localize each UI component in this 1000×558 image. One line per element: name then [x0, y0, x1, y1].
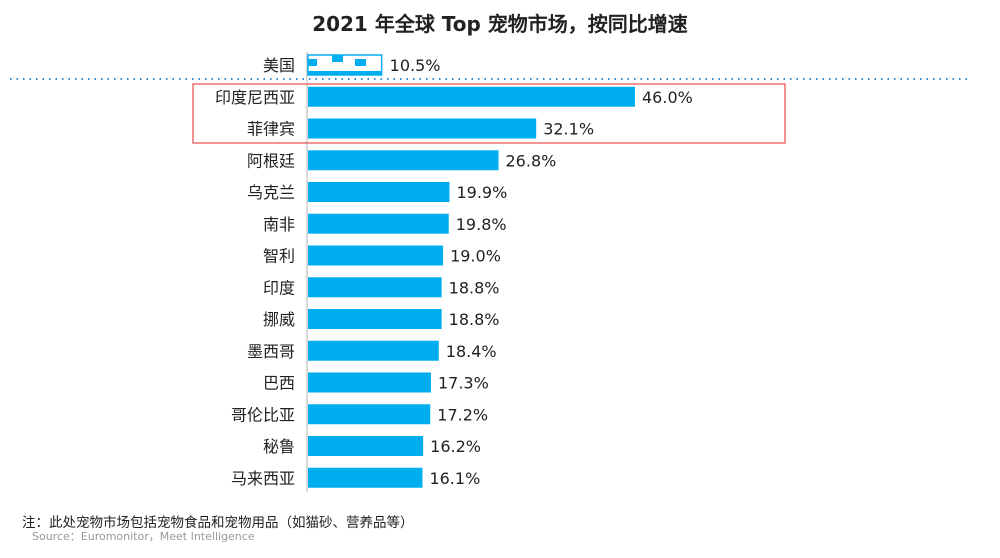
source-note: Source：Euromonitor，Meet Intelligence — [32, 530, 255, 543]
value-label: 19.0% — [450, 247, 501, 266]
category-label: 马来西亚 — [231, 469, 295, 488]
value-label: 17.2% — [437, 405, 488, 424]
bar-chart: 美国 10.5% 印度尼西亚 46.0% 菲律宾 32.1% 阿根廷 26.8% 乌克兰 19.9… — [10, 52, 968, 492]
category-label: 美国 — [263, 56, 295, 75]
bar-pattern — [332, 55, 343, 62]
category-label: 南非 — [263, 215, 295, 234]
bar — [308, 182, 450, 202]
bar — [308, 86, 635, 107]
category-label: 挪威 — [263, 310, 295, 329]
bar — [308, 404, 431, 425]
value-label: 18.8% — [449, 278, 500, 297]
category-label: 墨西哥 — [247, 342, 295, 361]
highlight-box — [192, 83, 786, 144]
value-label: 19.8% — [456, 215, 507, 234]
bar-pattern — [355, 59, 366, 66]
category-label: 印度尼西亚 — [215, 88, 295, 107]
bar — [308, 150, 499, 171]
category-label: 乌克兰 — [247, 183, 295, 202]
category-label: 印度 — [263, 278, 295, 297]
value-label: 26.8% — [506, 151, 557, 170]
category-label: 秘鲁 — [263, 437, 295, 456]
value-label: 18.8% — [449, 310, 500, 329]
bar-pattern — [308, 71, 382, 75]
value-label: 18.4% — [446, 342, 497, 361]
bar-pattern — [308, 59, 317, 66]
value-label: 10.5% — [390, 56, 441, 75]
bar — [308, 277, 442, 298]
value-label: 32.1% — [543, 120, 594, 139]
value-label: 46.0% — [642, 88, 693, 107]
chart-title: 2021 年全球 Top 宠物市场，按同比增速 — [312, 12, 688, 36]
value-label: 17.3% — [438, 374, 489, 393]
value-label: 19.9% — [456, 183, 507, 202]
bar — [308, 436, 424, 456]
value-label: 16.2% — [430, 437, 481, 456]
bar — [308, 118, 537, 139]
category-label: 菲律宾 — [247, 120, 295, 139]
bar — [308, 467, 423, 488]
category-label: 阿根廷 — [247, 151, 295, 170]
bar — [308, 245, 444, 266]
bar — [308, 372, 431, 393]
category-label: 智利 — [263, 247, 295, 266]
bar — [308, 340, 439, 361]
bar — [308, 309, 442, 329]
bar — [308, 213, 449, 234]
category-label: 哥伦比亚 — [231, 405, 295, 424]
footnote: 注：此处宠物市场包括宠物食品和宠物用品（如猫砂、营养品等） — [22, 515, 414, 531]
value-label: 16.1% — [429, 469, 480, 488]
category-label: 巴西 — [263, 374, 295, 393]
